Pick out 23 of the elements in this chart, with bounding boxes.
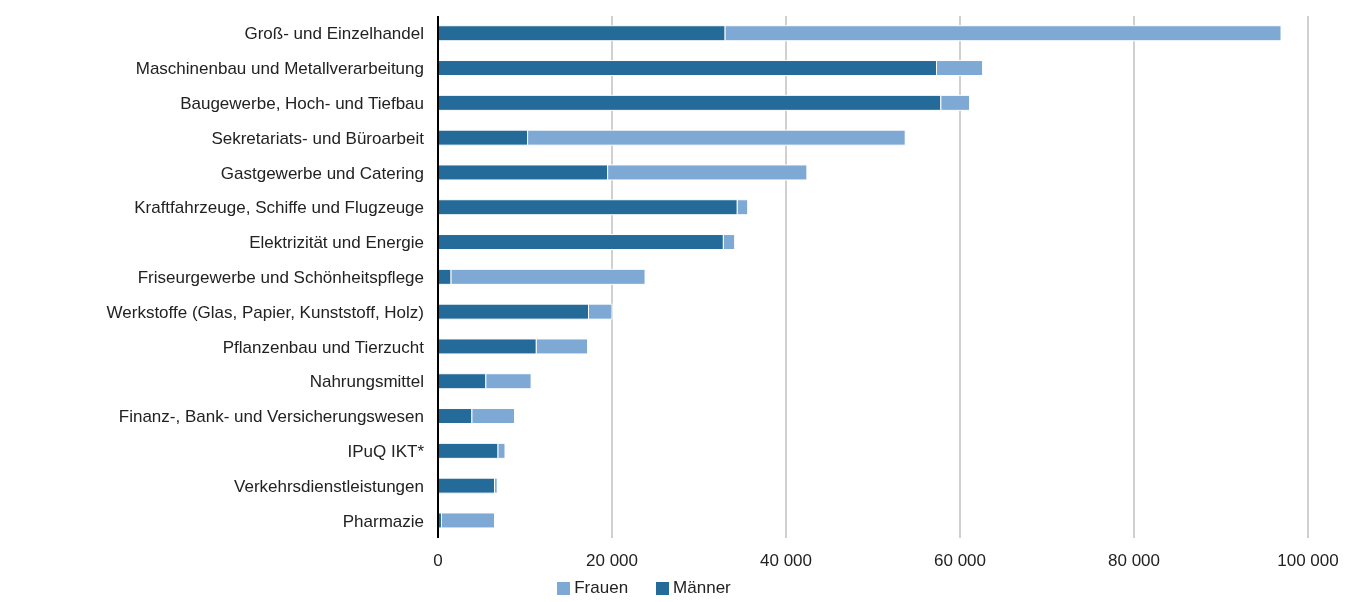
y-tick-label: Sekretariats- und Büroarbeit [211,128,425,148]
y-tick-label: Kraftfahrzeuge, Schiffe und Flugzeuge [134,198,424,218]
y-tick-label: Verkehrsdienstleistungen [234,476,424,496]
x-tick-label: 60 000 [934,551,986,571]
y-tick-label: Werkstoffe (Glas, Papier, Kunststoff, Holz) [106,302,424,322]
y-tick-label: Elektrizität und Energie [249,233,424,253]
y-tick-label: Pflanzenbau und Tierzucht [222,337,425,357]
y-tick-label: Friseurgewerbe und Schönheitspflege [137,268,424,288]
y-tick-label: Maschinenbau und Metallverarbeitung [135,59,424,79]
y-tick-label: Finanz-, Bank- und Versicherungswesen [118,407,424,427]
x-tick-label: 20 000 [586,551,638,571]
legend-label: Männer [673,578,731,597]
x-tick-label: 0 [433,551,443,571]
y-tick-label: Groß- und Einzelhandel [244,24,424,44]
y-tick-label: Pharmazie [342,511,424,531]
x-tick-label: 40 000 [760,551,812,571]
y-tick-label: IPuQ IKT* [347,442,425,462]
y-tick-label: Baugewerbe, Hoch- und Tiefbau [180,94,424,114]
x-tick-label: 80 000 [1108,551,1160,571]
y-tick-label: Gastgewerbe und Catering [220,163,424,183]
x-tick-label: 100 000 [1277,551,1339,571]
legend-label: Frauen [574,578,629,597]
y-tick-label: Nahrungsmittel [309,372,424,392]
